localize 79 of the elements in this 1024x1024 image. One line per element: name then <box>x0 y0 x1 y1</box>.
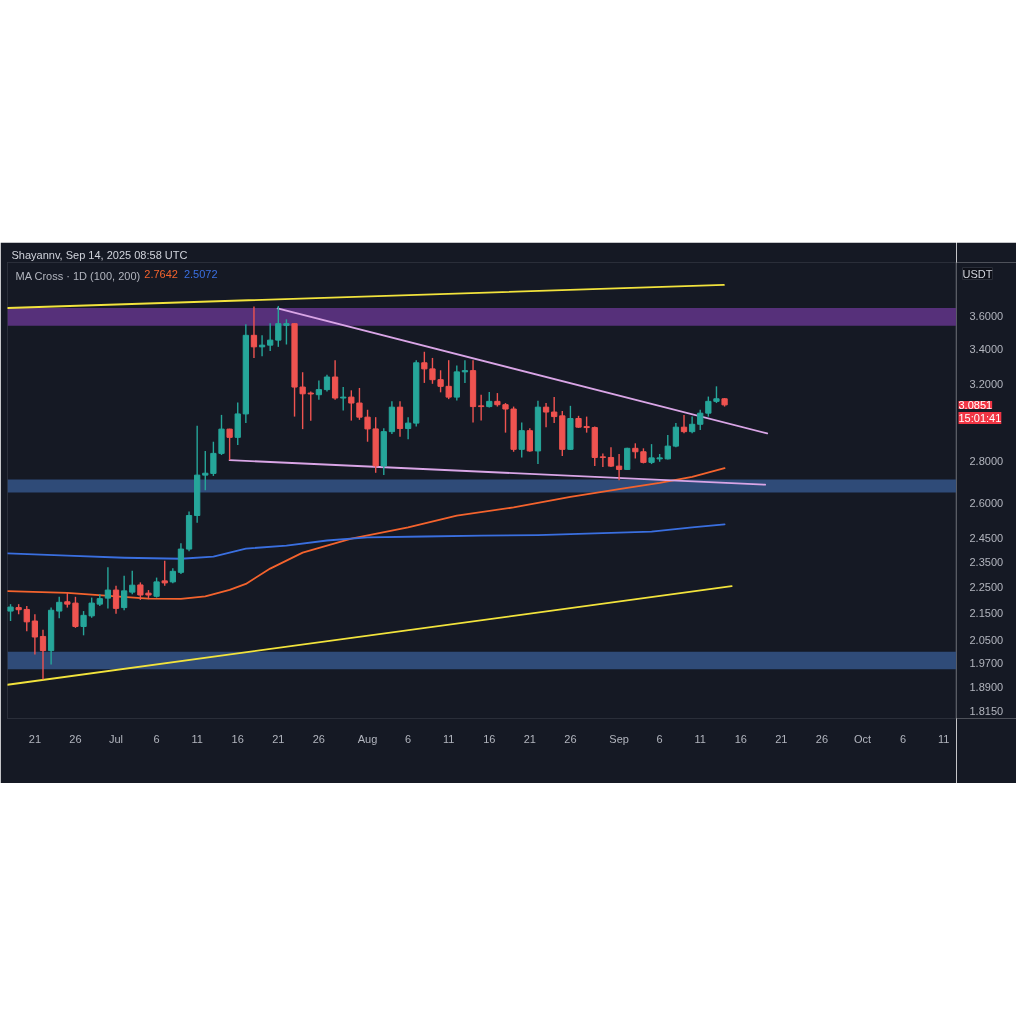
y-tick-label: 3.2000 <box>969 377 1004 390</box>
text: 2.7642 <box>144 267 178 280</box>
candlestick <box>250 305 258 359</box>
candlestick <box>31 613 39 656</box>
candlestick <box>129 570 136 595</box>
candlestick <box>121 575 128 611</box>
candlestick <box>153 576 160 599</box>
y-tick-label: 1.8900 <box>969 681 1004 694</box>
y-tick-label: 2.8000 <box>969 454 1004 467</box>
x-tick-label: 26 <box>564 732 577 745</box>
candlestick <box>177 542 185 575</box>
candlestick <box>234 401 241 446</box>
x-tick-label: Aug <box>357 732 378 745</box>
text: 3.0851 <box>958 398 993 411</box>
y-tick-label: 2.4500 <box>969 531 1004 544</box>
candlestick <box>551 396 558 424</box>
x-tick-label: 21 <box>272 732 285 745</box>
x-tick-label: 11 <box>694 732 706 745</box>
candlestick <box>267 322 274 352</box>
text: 15:01:41 <box>958 411 1002 424</box>
x-tick-label: 6 <box>405 732 412 745</box>
y-tick-label: 2.0500 <box>969 634 1004 647</box>
candlestick <box>526 427 533 453</box>
x-tick-label: 6 <box>900 732 907 745</box>
x-tick-label: 26 <box>815 732 829 745</box>
candlestick <box>258 334 266 357</box>
text: 2.5072 <box>183 267 218 280</box>
candlestick <box>112 585 120 615</box>
candlestick <box>421 351 428 384</box>
candlestick <box>404 416 412 441</box>
x-tick-label: 11 <box>442 732 455 745</box>
x-tick-label: 21 <box>775 732 788 745</box>
candlestick <box>461 359 469 384</box>
y-tick-label: 1.9700 <box>969 657 1004 670</box>
candlestick <box>104 566 112 610</box>
candlestick <box>542 402 550 428</box>
x-tick-label: 26 <box>69 732 82 745</box>
x-tick-label: 26 <box>312 732 326 745</box>
y-tick-label: 2.1500 <box>969 606 1004 619</box>
x-tick-label: 16 <box>483 732 496 745</box>
x-tick-label: 6 <box>153 732 160 745</box>
chart-title: Shayannv, Sep 14, 2025 08:58 UTC <box>11 248 188 261</box>
y-tick-label: 2.2500 <box>969 580 1004 593</box>
y-tick-label: 1.8150 <box>969 704 1004 717</box>
candlestick <box>340 386 347 412</box>
candlestick <box>331 359 339 401</box>
y-tick-label: 2.6000 <box>969 497 1004 510</box>
candlestick <box>348 389 355 422</box>
candlestick <box>478 394 485 422</box>
x-tick-label: 21 <box>28 732 42 745</box>
x-tick-label: Sep <box>609 732 629 745</box>
x-tick-label: 16 <box>231 732 244 745</box>
candlestick <box>356 387 363 421</box>
x-tick-label: 21 <box>523 732 536 745</box>
y-tick-label: 3.4000 <box>969 342 1004 355</box>
candlestick <box>518 421 525 459</box>
candlestick <box>364 409 371 443</box>
candlestick <box>615 453 623 481</box>
x-tick-label: 11 <box>191 732 203 745</box>
x-tick-label: 6 <box>656 732 663 745</box>
candlestick <box>599 452 606 468</box>
y-tick-label: 2.3500 <box>969 555 1004 568</box>
candlestick <box>161 560 168 587</box>
y-tick-label: 3.6000 <box>969 309 1004 322</box>
x-tick-label: 11 <box>937 732 950 745</box>
text: USDT <box>962 267 993 280</box>
candlestick <box>56 596 63 620</box>
line-series <box>7 523 726 560</box>
x-tick-label: 16 <box>734 732 747 745</box>
candlestick <box>315 379 323 401</box>
candlestick <box>39 629 47 681</box>
x-tick-label: Oct <box>853 732 872 745</box>
candlestick <box>226 428 233 461</box>
x-tick-label: Jul <box>108 732 124 745</box>
candlestick <box>607 446 615 468</box>
candlestick <box>396 400 404 438</box>
candlestick <box>672 422 680 449</box>
candlestick <box>680 414 688 434</box>
legend-title: MA Cross · 1D (100, 200) <box>15 269 141 282</box>
